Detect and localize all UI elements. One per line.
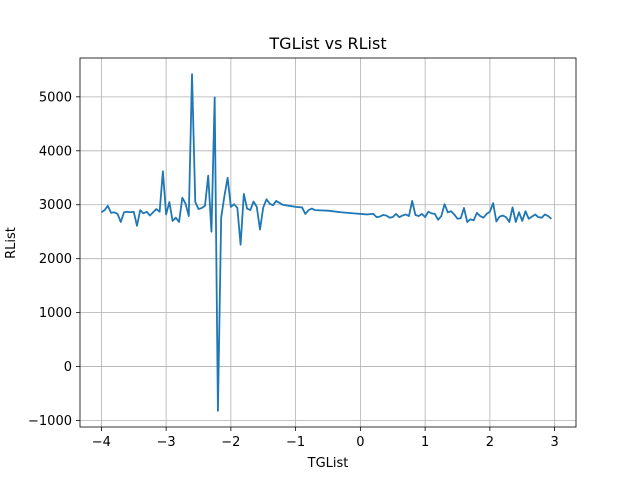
plot-frame [79, 57, 577, 428]
y-tick-label: 5000 [39, 90, 72, 105]
y-axis: −1000 0 1000 2000 3000 4000 5000 [28, 90, 80, 429]
x-axis: −4 −3 −2 −1 0 1 2 3 [92, 427, 559, 450]
y-tick-label: −1000 [28, 414, 72, 429]
x-tick-label: −1 [286, 435, 305, 450]
y-axis-title: RList [4, 227, 19, 259]
y-tick-label: 0 [64, 360, 72, 375]
y-tick-label: 2000 [39, 252, 72, 267]
chart-title: TGList vs RList [268, 34, 386, 53]
x-axis-title: TGList [307, 456, 349, 471]
x-tick-label: 1 [421, 435, 429, 450]
x-tick-label: −3 [157, 435, 176, 450]
x-tick-label: 0 [356, 435, 364, 450]
y-tick-label: 1000 [39, 306, 72, 321]
x-tick-label: 3 [550, 435, 558, 450]
plot-series [100, 73, 552, 412]
x-tick-label: −2 [221, 435, 240, 450]
y-tick-label: 3000 [39, 198, 72, 213]
x-tick-label: −4 [92, 435, 111, 450]
y-tick-label: 4000 [39, 144, 72, 159]
x-tick-label: 2 [486, 435, 494, 450]
series-line [100, 73, 552, 412]
